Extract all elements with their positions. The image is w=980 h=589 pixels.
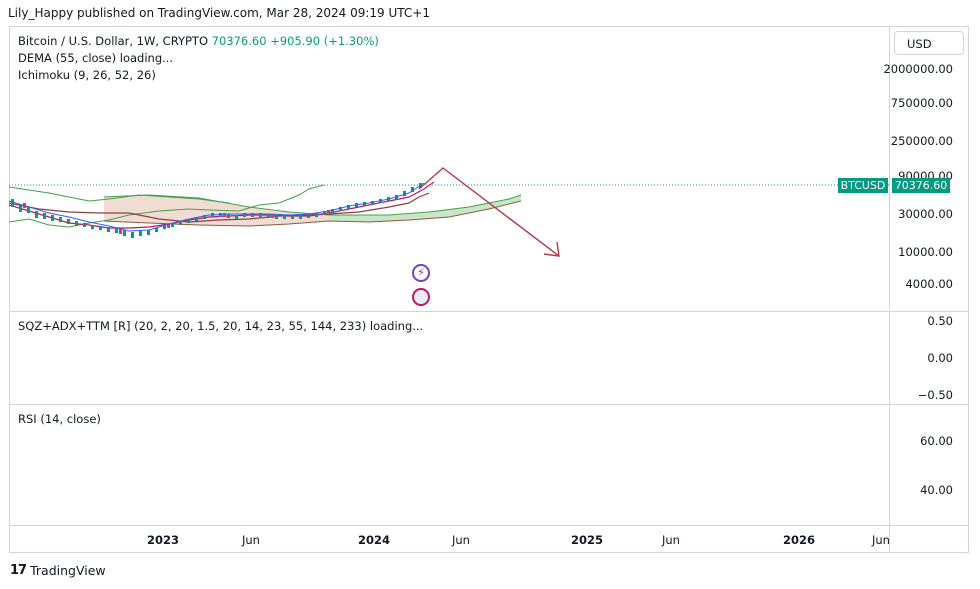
- lightning-event-icon[interactable]: ⚡: [412, 264, 430, 282]
- last-price-value: 70376.60: [211, 34, 267, 48]
- rsi-legend[interactable]: RSI (14, close): [18, 412, 101, 426]
- publisher-header: Lily_Happy published on TradingView.com,…: [8, 6, 430, 20]
- sqz-axis-label: −0.50: [917, 388, 953, 402]
- rsi-axis-label: 40.00: [920, 483, 953, 497]
- ichimoku-span-b: [103, 200, 522, 227]
- price-axis-label: 4000.00: [905, 277, 953, 291]
- tradingview-footer[interactable]: 17 TradingView: [10, 563, 106, 578]
- sqz-axis-label: 0.50: [927, 314, 953, 328]
- pane-separator-sqz[interactable]: [9, 311, 968, 312]
- rsi-axis-label: 60.00: [920, 434, 953, 448]
- tradingview-logo-icon: 17: [10, 563, 27, 578]
- currency-button[interactable]: USD: [894, 31, 964, 55]
- time-axis-label: 2025: [571, 533, 604, 547]
- tradingview-brand: TradingView: [30, 563, 106, 578]
- flag-event-icon[interactable]: [412, 288, 430, 306]
- main-chart-canvas[interactable]: [9, 27, 889, 310]
- symbol-title: Bitcoin / U.S. Dollar, 1W, CRYPTO: [18, 34, 208, 48]
- price-axis-label: 10000.00: [898, 245, 953, 259]
- symbol-legend[interactable]: Bitcoin / U.S. Dollar, 1W, CRYPTO 70376.…: [18, 34, 379, 48]
- price-change-value: +905.90 (+1.30%): [270, 34, 379, 48]
- ichimoku-lagging-span-early: [9, 186, 230, 204]
- time-axis-separator: [9, 525, 968, 526]
- symbol-price-tag: BTCUSD: [838, 178, 888, 193]
- sqz-legend[interactable]: SQZ+ADX+TTM [R] (20, 2, 20, 1.5, 20, 14,…: [18, 319, 424, 333]
- dema-legend[interactable]: DEMA (55, close) loading...: [18, 51, 174, 65]
- price-axis-separator: [889, 26, 890, 553]
- price-axis-label: 2000000.00: [883, 62, 953, 76]
- last-price-tag: 70376.60: [892, 178, 950, 193]
- ichimoku-span-a: [103, 194, 522, 216]
- price-axis-label: 750000.00: [890, 96, 953, 110]
- time-axis-label: 2023: [147, 533, 180, 547]
- time-axis-label: Jun: [242, 533, 260, 547]
- dema-line: [9, 182, 425, 232]
- time-axis-label: 2026: [783, 533, 816, 547]
- sqz-axis-label: 0.00: [927, 351, 953, 365]
- price-axis-label: 30000.00: [898, 207, 953, 221]
- ichimoku-legend[interactable]: Ichimoku (9, 26, 52, 26): [18, 68, 156, 82]
- chart-frame[interactable]: [9, 26, 969, 553]
- forecast-arrow-head: [543, 241, 560, 257]
- ichimoku-lagging-span: [9, 184, 325, 228]
- price-candles: [11, 183, 422, 238]
- time-axis-label: Jun: [662, 533, 680, 547]
- ichimoku-base-line: [9, 192, 430, 223]
- price-axis-label: 250000.00: [890, 134, 953, 148]
- time-axis-label: 2024: [358, 533, 391, 547]
- forecast-arrow-line: [418, 167, 560, 257]
- time-axis-label: Jun: [452, 533, 470, 547]
- pane-separator-rsi[interactable]: [9, 404, 968, 405]
- time-axis-label: Jun: [872, 533, 890, 547]
